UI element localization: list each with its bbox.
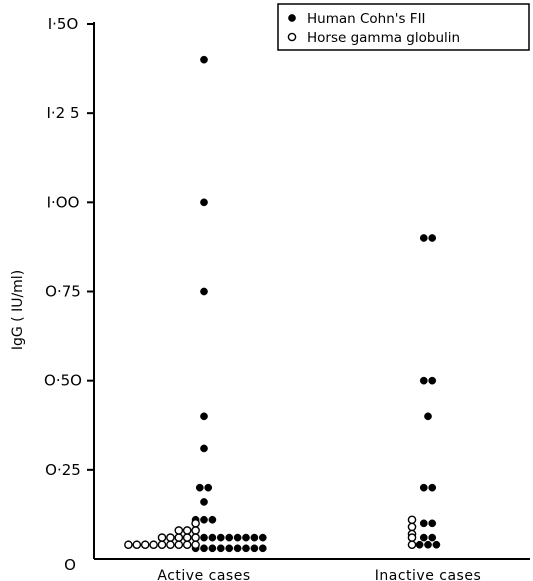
human-cohn-fii-point: [415, 540, 424, 549]
horse-gamma-globulin-point: [174, 533, 184, 542]
horse-gamma-globulin-point: [174, 526, 184, 535]
y-tick-label: I·5O: [48, 15, 79, 33]
human-cohn-fii-point: [419, 519, 428, 528]
y-tick-label: O·25: [45, 461, 81, 479]
horse-gamma-globulin-point: [182, 526, 192, 535]
horse-gamma-globulin-point: [140, 540, 150, 550]
human-cohn-fii-point: [200, 55, 208, 64]
legend-filled-circle-icon: [288, 14, 296, 22]
horse-gamma-globulin-point: [157, 533, 167, 542]
x-category-label: Active cases: [157, 568, 250, 581]
human-cohn-fii-point: [208, 544, 217, 553]
horse-gamma-globulin-point: [191, 519, 200, 528]
human-cohn-fii-point: [233, 533, 242, 542]
human-cohn-fii-point: [250, 544, 259, 553]
human-cohn-fii-point: [208, 533, 217, 542]
y-tick-label: O·75: [45, 283, 81, 301]
human-cohn-fii-point: [258, 544, 267, 553]
human-cohn-fii-point: [233, 544, 242, 553]
horse-gamma-globulin-point: [157, 540, 167, 550]
horse-gamma-globulin-point: [407, 533, 417, 542]
horse-gamma-globulin-point: [191, 533, 200, 542]
horse-gamma-globulin-point: [191, 526, 200, 535]
human-cohn-fii-point: [419, 533, 428, 542]
horse-gamma-globulin-point: [182, 533, 192, 542]
human-cohn-fii-point: [419, 234, 428, 242]
human-cohn-fii-point: [200, 498, 208, 506]
human-cohn-fii-point: [225, 533, 234, 542]
human-cohn-fii-point: [428, 234, 437, 242]
human-cohn-fii-point: [432, 540, 441, 549]
human-cohn-fii-point: [419, 483, 428, 492]
y-tick-label: I·OO: [47, 193, 80, 211]
human-cohn-fii-point: [242, 533, 250, 542]
human-cohn-fii-point: [195, 483, 204, 492]
human-cohn-fii-point: [424, 412, 432, 421]
human-cohn-fii-point: [216, 544, 225, 553]
human-cohn-fii-point: [200, 544, 208, 553]
horse-gamma-globulin-point: [407, 522, 417, 532]
human-cohn-fii-point: [258, 533, 267, 542]
human-cohn-fii-point: [200, 412, 208, 421]
y-tick-label: O: [64, 556, 76, 574]
horse-gamma-globulin-point: [166, 540, 175, 550]
horse-gamma-globulin-point: [132, 540, 142, 550]
horse-gamma-globulin-point: [191, 540, 200, 550]
legend-label: Human Cohn's FII: [307, 11, 426, 27]
axes: [93, 22, 530, 560]
legend-open-circle-icon: [287, 32, 297, 42]
y-axis-title: IgG ( IU/ml): [10, 270, 26, 350]
horse-gamma-globulin-point: [407, 515, 417, 525]
y-tick-label: I·2 5: [46, 104, 79, 122]
human-cohn-fii-point: [204, 483, 213, 492]
horse-gamma-globulin-point: [166, 533, 175, 542]
human-cohn-fii-point: [200, 198, 208, 207]
human-cohn-fii-point: [424, 540, 432, 549]
human-cohn-fii-point: [200, 444, 208, 453]
human-cohn-fii-point: [419, 376, 428, 385]
human-cohn-fii-point: [242, 544, 250, 553]
horse-gamma-globulin-point: [182, 540, 192, 550]
y-ticks: O O·25 O·5O O·75 I·OO I·2 5 I·5O: [44, 15, 94, 574]
human-cohn-fii-point: [200, 533, 208, 542]
legend-box: [277, 3, 530, 51]
human-cohn-fii-point: [428, 533, 437, 542]
x-category-labels: Active cases Inactive cases: [157, 568, 481, 581]
human-cohn-fii-point: [208, 515, 217, 524]
human-cohn-fii-point: [250, 533, 259, 542]
human-cohn-fii-point: [200, 515, 208, 524]
data-points: [124, 55, 441, 553]
horse-gamma-globulin-point: [124, 540, 133, 550]
human-cohn-fii-point: [428, 376, 437, 385]
human-cohn-fii-point: [200, 287, 208, 296]
legend: Human Cohn's FII Horse gamma globulin: [277, 3, 530, 51]
y-tick-label: O·5O: [44, 372, 82, 390]
human-cohn-fii-point: [428, 519, 437, 528]
human-cohn-fii-point: [225, 544, 234, 553]
human-cohn-fii-point: [216, 533, 225, 542]
horse-gamma-globulin-point: [407, 540, 417, 550]
legend-label: Horse gamma globulin: [307, 30, 460, 46]
human-cohn-fii-point: [428, 483, 437, 492]
horse-gamma-globulin-point: [174, 540, 184, 550]
x-category-label: Inactive cases: [375, 568, 481, 581]
horse-gamma-globulin-point: [149, 540, 158, 550]
